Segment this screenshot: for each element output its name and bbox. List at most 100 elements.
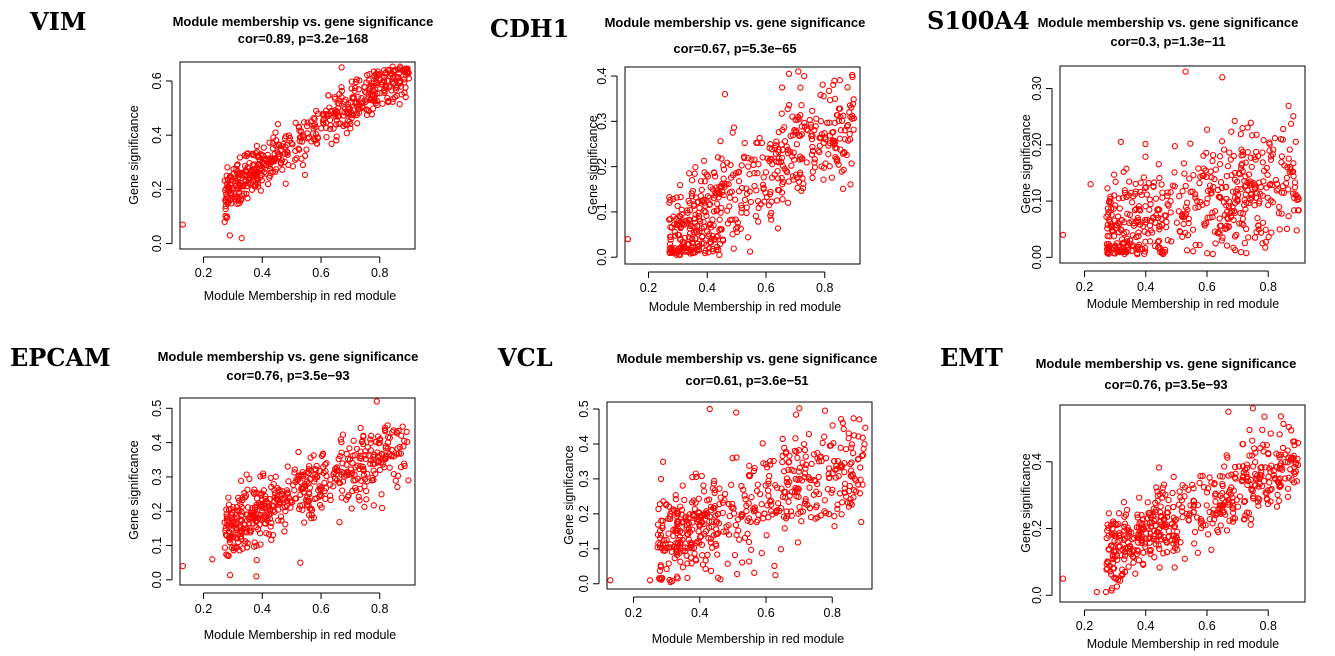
data-point [1267, 468, 1274, 475]
data-point [1152, 541, 1159, 548]
data-point [699, 233, 706, 240]
points [179, 63, 413, 242]
data-point [686, 225, 694, 232]
data-point [677, 251, 684, 258]
data-point [754, 481, 761, 488]
data-point [692, 235, 699, 242]
data-point [1109, 227, 1117, 235]
x-tick-label: 0.8 [1260, 619, 1277, 633]
data-point [1223, 173, 1230, 180]
data-point [783, 475, 791, 482]
data-point [322, 495, 329, 503]
data-point [1245, 171, 1253, 178]
data-point [237, 477, 245, 484]
data-point [859, 434, 866, 441]
data-point [808, 460, 815, 468]
data-point [743, 209, 750, 217]
data-point [1176, 488, 1183, 495]
data-point [248, 512, 255, 519]
data-point [295, 448, 302, 456]
data-point [370, 476, 377, 484]
data-point [745, 538, 753, 546]
data-point [1142, 543, 1149, 550]
data-point [666, 240, 674, 248]
data-point [780, 468, 788, 475]
data-point [1194, 549, 1202, 556]
data-point [1120, 499, 1128, 506]
data-point [1135, 206, 1143, 213]
data-point [706, 201, 714, 208]
data-point [1145, 535, 1152, 542]
data-point [312, 131, 320, 138]
y-tick-label: 0.5 [577, 400, 591, 417]
data-point [1149, 535, 1157, 542]
data-point [1126, 211, 1134, 219]
data-point [1171, 564, 1178, 571]
data-point [817, 91, 824, 99]
data-point [378, 491, 385, 498]
data-point [1126, 548, 1133, 555]
data-point [703, 242, 710, 249]
data-point [856, 416, 863, 423]
x-tick-label: 0.2 [195, 266, 212, 280]
data-point [1262, 464, 1269, 471]
data-point [727, 161, 734, 169]
data-point [1262, 226, 1269, 233]
data-point [1249, 495, 1257, 502]
data-point [836, 135, 844, 142]
data-point [338, 83, 345, 91]
data-point [234, 200, 241, 208]
data-point [277, 513, 285, 520]
data-point [384, 77, 391, 85]
data-point [374, 433, 382, 440]
data-point [1152, 516, 1159, 523]
data-point [1115, 248, 1122, 255]
data-point [1196, 241, 1203, 249]
data-point [382, 455, 389, 463]
data-point [684, 560, 691, 567]
data-point [380, 73, 388, 80]
data-point [1102, 588, 1110, 596]
data-point [237, 527, 245, 534]
data-point [837, 461, 844, 468]
data-point [291, 487, 298, 494]
data-point [237, 518, 244, 525]
data-point [830, 457, 838, 465]
data-point [700, 223, 708, 230]
x-tick-label: 0.2 [640, 281, 657, 295]
data-point [814, 480, 821, 488]
data-point [1223, 242, 1231, 249]
data-point [848, 459, 855, 466]
data-point [716, 500, 723, 508]
data-point [1232, 246, 1239, 254]
y-tick-label: 0.4 [577, 435, 591, 452]
data-point [253, 556, 260, 564]
data-point [263, 517, 271, 524]
data-point [357, 424, 364, 432]
data-point [799, 175, 806, 182]
x-tick-label: 0.6 [757, 281, 774, 295]
data-point [1135, 243, 1142, 250]
data-point [1207, 168, 1214, 175]
data-point [730, 245, 737, 252]
data-point [386, 464, 393, 471]
data-point [367, 96, 374, 104]
data-point [676, 533, 684, 541]
data-point [808, 132, 815, 140]
data-point [1202, 521, 1209, 529]
data-point [818, 457, 825, 465]
data-point [1164, 189, 1171, 196]
data-point [759, 154, 766, 161]
data-point [825, 151, 832, 158]
data-point [785, 70, 793, 77]
data-point [321, 487, 328, 495]
data-point [1112, 202, 1119, 209]
data-point [760, 174, 767, 181]
data-point [660, 498, 667, 505]
chart-title: Module membership vs. gene significance [158, 349, 419, 364]
data-point [689, 540, 696, 547]
data-point [831, 95, 839, 102]
data-point [226, 571, 234, 579]
data-point [305, 469, 312, 477]
data-point [719, 237, 727, 244]
